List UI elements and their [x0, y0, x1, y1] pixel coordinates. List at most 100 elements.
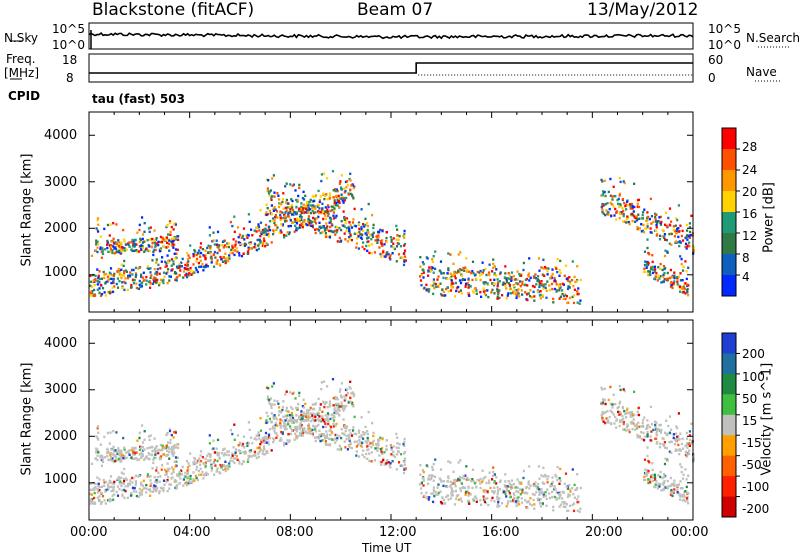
- power-cell: [140, 244, 143, 247]
- power-cell: [371, 235, 375, 239]
- velocity-cell: [219, 463, 222, 467]
- velocity-cell: [118, 488, 121, 491]
- power-cell: [379, 228, 382, 232]
- velocity-cell: [141, 441, 145, 444]
- velocity-cell: [273, 414, 276, 417]
- power-cell: [134, 275, 137, 279]
- velocity-cell: [312, 419, 316, 423]
- power-cell: [362, 223, 365, 226]
- power-cell: [193, 271, 196, 274]
- velocity-cell: [510, 487, 513, 490]
- power-cell: [170, 264, 173, 267]
- velocity-cell: [180, 473, 183, 476]
- velocity-cell: [209, 464, 212, 468]
- velocity-cell: [460, 500, 463, 503]
- power-cell: [106, 280, 109, 283]
- power-cell: [655, 276, 658, 279]
- power-cell: [345, 229, 348, 233]
- power-cell: [272, 229, 275, 232]
- power-cell: [370, 243, 373, 246]
- velocity-cell: [124, 489, 127, 493]
- velocity-cell: [238, 462, 241, 465]
- velocity-cell: [303, 427, 306, 430]
- power-cell: [311, 209, 314, 213]
- velocity-cell: [629, 421, 633, 424]
- power-cell: [298, 186, 301, 190]
- velocity-cell: [403, 457, 407, 460]
- power-cell: [651, 254, 654, 257]
- velocity-cell: [318, 429, 321, 432]
- velocity-cell: [618, 384, 621, 388]
- velocity-cell: [452, 490, 455, 493]
- power-cell: [633, 205, 636, 209]
- velocity-cell: [562, 505, 565, 508]
- power-cell: [618, 192, 622, 196]
- power-cell: [621, 207, 624, 210]
- power-cell: [168, 249, 171, 252]
- velocity-cell: [193, 456, 196, 460]
- velocity-cell: [215, 447, 218, 450]
- velocity-cell: [493, 481, 496, 485]
- power-cell: [266, 189, 269, 193]
- power-cell: [339, 240, 342, 243]
- power-cell: [633, 215, 636, 218]
- velocity-cell: [432, 463, 435, 466]
- power-cell: [304, 194, 307, 198]
- velocity-cell: [129, 479, 132, 482]
- power-cell: [611, 195, 614, 198]
- power-cell: [432, 278, 435, 281]
- power-cell: [267, 192, 271, 195]
- velocity-cell: [453, 479, 456, 482]
- velocity-cell: [449, 485, 452, 488]
- velocity-cell: [439, 490, 442, 493]
- power-cell: [425, 256, 428, 259]
- velocity-cell: [633, 423, 636, 426]
- power-cell: [344, 189, 347, 193]
- velocity-cell: [422, 479, 425, 482]
- power-cell: [105, 272, 108, 276]
- power-cell: [679, 279, 682, 282]
- velocity-cell: [294, 419, 297, 422]
- velocity-cell: [127, 451, 130, 454]
- power-cell: [507, 282, 510, 285]
- velocity-cell: [687, 474, 690, 477]
- velocity-cell: [265, 451, 268, 454]
- power-cell: [634, 220, 637, 223]
- power-cell: [419, 265, 422, 268]
- power-cell: [348, 221, 351, 224]
- power-cell: [192, 255, 195, 258]
- velocity-cell: [347, 444, 351, 447]
- velocity-cell: [89, 492, 92, 496]
- power-cell: [198, 249, 201, 252]
- power-cell: [317, 189, 320, 193]
- power-cell: [125, 248, 128, 251]
- velocity-cell: [527, 483, 530, 486]
- velocity-cell: [110, 448, 113, 451]
- power-cell: [643, 250, 647, 253]
- power-cell: [171, 237, 174, 241]
- velocity-cell: [645, 471, 648, 475]
- power-cell: [290, 198, 293, 201]
- velocity-cell: [194, 458, 197, 461]
- power-cell: [206, 265, 209, 268]
- velocity-cell: [175, 487, 178, 490]
- velocity-cell: [308, 430, 311, 433]
- power-cell: [281, 211, 284, 214]
- velocity-cell: [198, 457, 201, 460]
- power-cell: [329, 217, 333, 221]
- velocity-cell: [660, 428, 663, 432]
- velocity-cell: [335, 396, 338, 399]
- power-cell: [507, 272, 510, 275]
- power-cell: [311, 224, 314, 227]
- velocity-cell: [233, 423, 236, 426]
- velocity-cell: [96, 488, 99, 491]
- velocity-cell: [507, 500, 510, 503]
- velocity-cell: [145, 455, 148, 459]
- velocity-cell: [466, 491, 469, 494]
- velocity-cell: [365, 441, 368, 445]
- power-cbar-tick: 4: [742, 270, 750, 284]
- velocity-cell: [261, 452, 264, 455]
- power-cell: [646, 246, 649, 250]
- velocity-cell: [313, 413, 316, 416]
- power-cell: [98, 281, 101, 284]
